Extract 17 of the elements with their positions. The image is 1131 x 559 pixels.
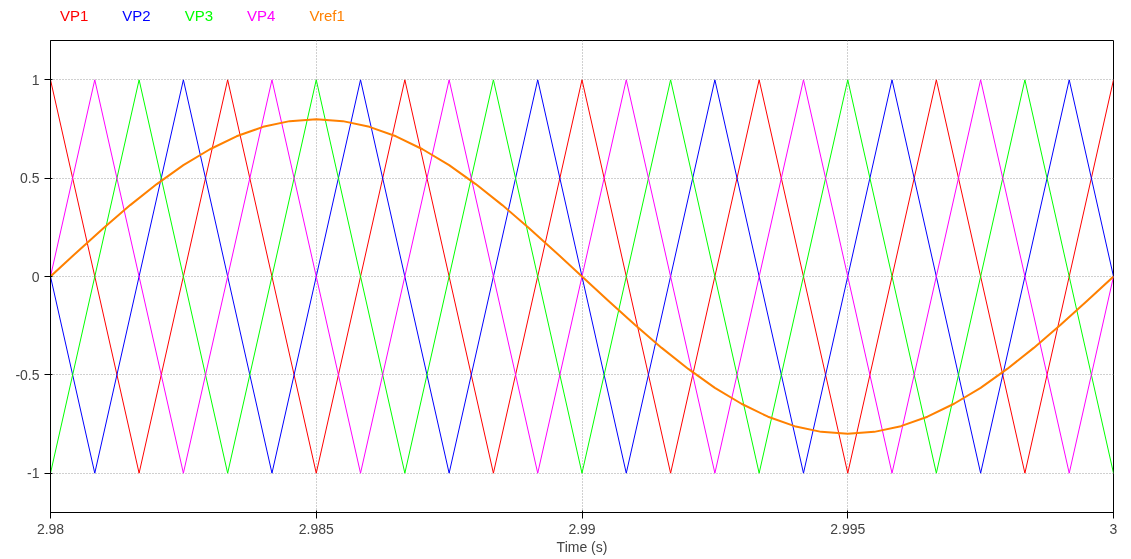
x-tick-label: 3 [1109,520,1118,537]
y-tick-label: -1 [27,465,40,482]
text: VP4 [247,7,276,24]
y-tick-label: -0.5 [15,366,40,383]
text: VP2 [122,7,151,24]
y-tick-label: 0 [31,268,40,285]
x-axis-title: Time (s) [556,538,608,555]
y-tick-label: 1 [31,71,40,88]
x-tick-label: 2.98 [36,520,65,537]
text: VP3 [184,7,214,24]
x-tick-label: 2.99 [568,520,596,537]
x-tick-label: 2.985 [298,520,334,537]
text: VP1 [60,7,89,24]
line-series [50,118,1114,435]
x-tick-label: 2.995 [830,520,866,537]
y-tick-label: 0.5 [20,170,40,187]
text: Vref1 [309,7,345,24]
